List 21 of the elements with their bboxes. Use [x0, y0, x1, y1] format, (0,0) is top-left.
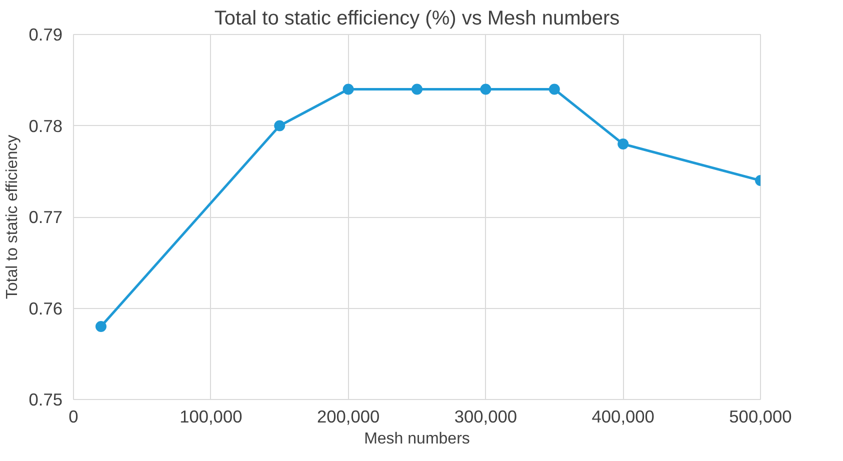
- y-tick-label: 0.76: [28, 298, 63, 318]
- x-tick-label: 500,000: [729, 406, 792, 426]
- x-axis-title: Mesh numbers: [364, 430, 470, 448]
- point: [95, 321, 106, 332]
- chart-title: Total to static efficiency (%) vs Mesh numbers: [214, 8, 620, 30]
- x-tick-label: 400,000: [592, 406, 654, 426]
- x-tick-label: 0: [68, 406, 78, 426]
- y-tick-label: 0.78: [28, 116, 63, 136]
- point: [480, 84, 492, 95]
- point: [274, 120, 286, 132]
- point: [618, 138, 629, 150]
- point: [548, 84, 560, 95]
- y-tick-label: 0.77: [28, 207, 63, 227]
- x-tick-label: 300,000: [454, 406, 518, 426]
- x-tick-label: 200,000: [316, 406, 380, 426]
- y-tick-label: 0.79: [28, 24, 63, 44]
- y-tick-label: 0.75: [28, 390, 63, 410]
- point: [342, 84, 354, 95]
- x-tick-label: 100,000: [180, 406, 242, 426]
- point: [412, 84, 422, 95]
- y-axis-title: Total to static efficiency: [4, 134, 21, 300]
